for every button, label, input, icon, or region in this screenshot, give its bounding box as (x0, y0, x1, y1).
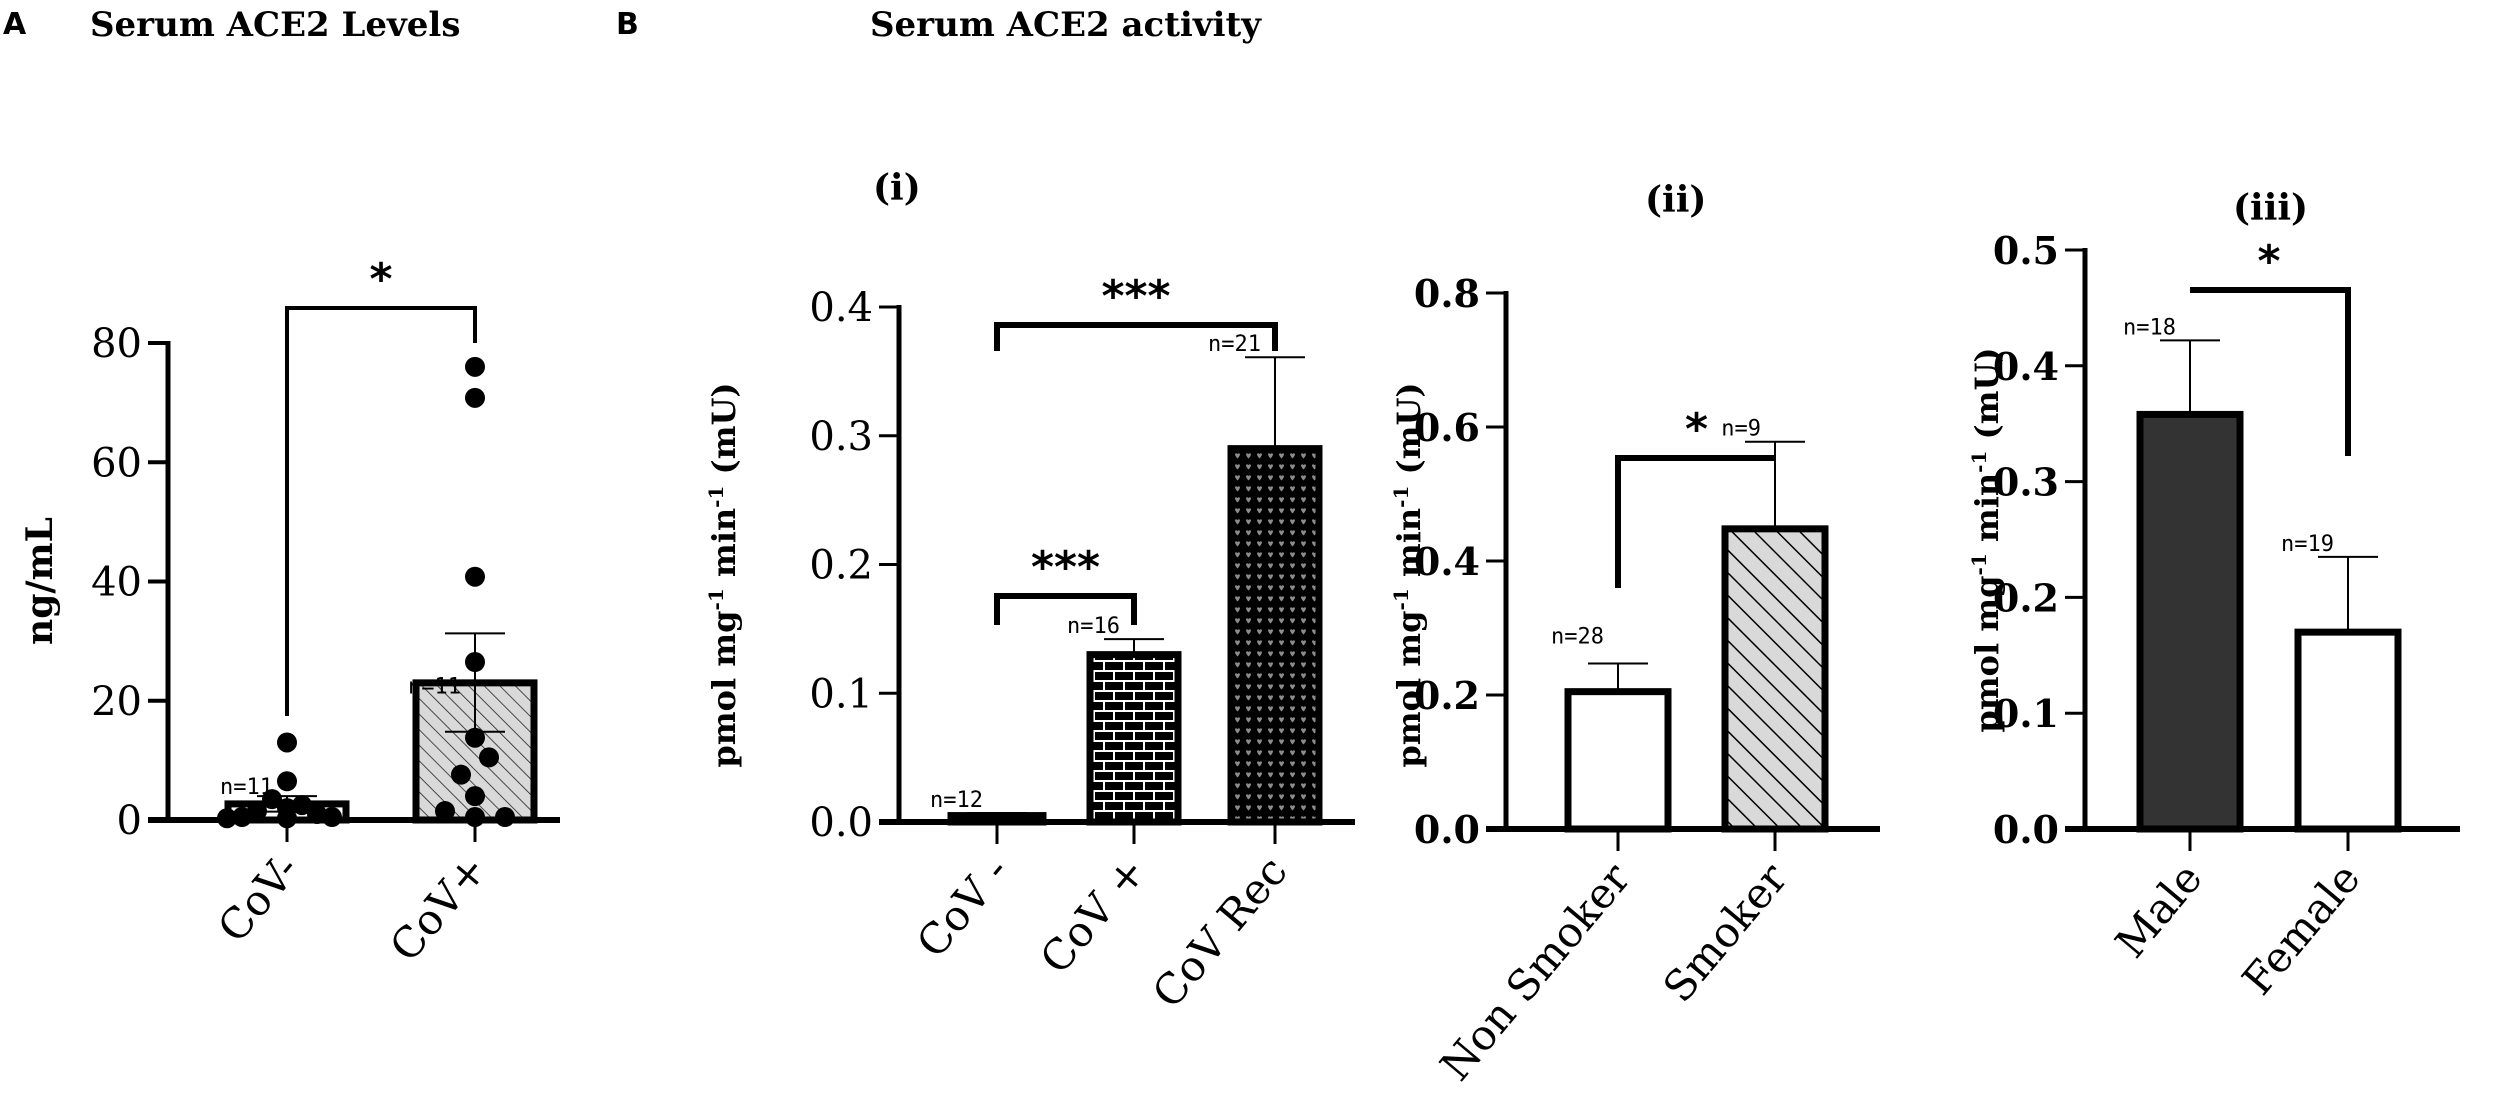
significance-marker: *** (1031, 542, 1100, 593)
significance-marker: *** (1101, 271, 1170, 322)
y-tick-label: 20 (91, 679, 142, 725)
y-tick-label: 0.6 (1414, 405, 1480, 450)
y-axis-title: ng/mL (19, 517, 61, 645)
data-point (217, 808, 237, 829)
chart-panel-b-i: 0.0 0.1 0.2 0.3 0.4 pmol mg-1 min-1 (mU) n=12 C… (704, 271, 1355, 1017)
x-category-label: CoV+ (380, 845, 497, 971)
y-axis-title: pmol mg-1 min-1 (mU) (1389, 382, 1428, 767)
panel-b-letter: B (616, 7, 639, 42)
bar-cov- (947, 812, 1047, 826)
bar-cov-rec (1227, 445, 1323, 826)
x-category-label: Male (2106, 854, 2212, 967)
data-point (322, 807, 342, 828)
data-point (232, 807, 252, 828)
chart-panel-b-ii: 0.0 0.2 0.4 0.6 0.8 pmol mg-1 min-1 (mU) n=28 N… (1389, 271, 1880, 1090)
x-category-label: Smoker (1654, 853, 1798, 1011)
n-label: n=18 (2123, 315, 2176, 340)
data-point (451, 764, 471, 785)
data-point (307, 804, 327, 825)
panel-b-ii-title: (ii) (1645, 179, 1706, 221)
significance-marker: * (369, 254, 392, 305)
y-tick-label: 0.2 (809, 543, 873, 589)
x-category-label: Non Smoker (1431, 853, 1641, 1090)
n-label: n=19 (2281, 532, 2334, 557)
n-label: n=9 (1721, 417, 1761, 442)
chart-panel-b-iii: 0.0 0.1 0.2 0.3 0.4 0.5 pmol mg-1 min-1 (mU) n=… (1967, 228, 2460, 1004)
significance-bracket (1615, 455, 1775, 588)
significance-marker: * (2257, 236, 2280, 287)
y-tick-label: 0.2 (1993, 575, 2059, 620)
x-category-label: CoV - (907, 847, 1019, 967)
significance-bracket (285, 306, 477, 716)
significance-marker: * (1685, 404, 1708, 455)
data-point (262, 789, 282, 810)
y-tick-label: 60 (91, 440, 142, 486)
significance-bracket (994, 322, 1278, 351)
n-label: n=28 (1551, 625, 1604, 650)
data-point (465, 727, 485, 748)
y-tick-label: 0.8 (1414, 271, 1480, 316)
panel-b-title: Serum ACE2 activity (870, 5, 1262, 45)
y-tick-label: 80 (91, 321, 142, 367)
data-point (247, 801, 267, 822)
y-tick-label: 40 (91, 560, 142, 606)
data-point (465, 786, 485, 807)
n-label: n=16 (1067, 614, 1120, 639)
data-point (465, 356, 485, 377)
y-axis-title: pmol mg-1 min-1 (mU) (1967, 347, 2006, 732)
significance-bracket (994, 593, 1137, 625)
n-label: n=21 (1208, 332, 1261, 357)
data-point (277, 732, 297, 753)
bar-smoker (1721, 525, 1829, 833)
significance-bracket (2190, 287, 2351, 456)
y-axis-title: pmol mg-1 min-1 (mU) (704, 382, 743, 767)
data-point (465, 807, 485, 828)
x-category-label: Female (2233, 854, 2370, 1004)
y-tick-label: 0.0 (1993, 807, 2059, 852)
y-tick-label: 0.0 (1414, 807, 1480, 852)
data-point (435, 801, 455, 822)
bar-male (2136, 410, 2244, 833)
y-tick-label: 0.4 (1993, 344, 2059, 389)
x-category-label: CoV + (1031, 847, 1156, 983)
panel-b-iii-title: (iii) (2233, 187, 2308, 229)
bar-non-smoker (1564, 688, 1672, 833)
x-category-label: CoV Rec (1143, 847, 1297, 1017)
n-label: n=11 (408, 674, 461, 699)
n-label: n=12 (930, 788, 983, 813)
y-tick-label: 0.2 (1414, 673, 1480, 718)
data-point (277, 808, 297, 829)
y-tick-label: 0.5 (1993, 228, 2059, 273)
data-point (465, 566, 485, 587)
panel-a-title: Serum ACE2 Levels (90, 5, 460, 45)
y-tick-label: 0.3 (1993, 460, 2059, 505)
y-tick-label: 0.0 (809, 800, 873, 846)
data-point (277, 771, 297, 792)
y-tick-label: 0.1 (1993, 691, 2059, 736)
y-tick-label: 0.1 (809, 671, 873, 717)
data-point (465, 651, 485, 672)
panel-b-i-title: (i) (873, 167, 921, 209)
bar-cov- (1086, 651, 1182, 826)
bar-female (2294, 628, 2402, 833)
panel-a-letter: A (3, 7, 27, 42)
data-point (292, 795, 312, 816)
y-tick-label: 0.3 (809, 414, 873, 460)
data-point (465, 387, 485, 408)
y-tick-label: 0.4 (809, 285, 873, 331)
y-tick-label: 0 (117, 798, 142, 844)
data-point (479, 747, 499, 768)
data-point (495, 807, 515, 828)
x-category-label: CoV- (208, 845, 309, 952)
y-tick-label: 0.4 (1414, 539, 1480, 584)
